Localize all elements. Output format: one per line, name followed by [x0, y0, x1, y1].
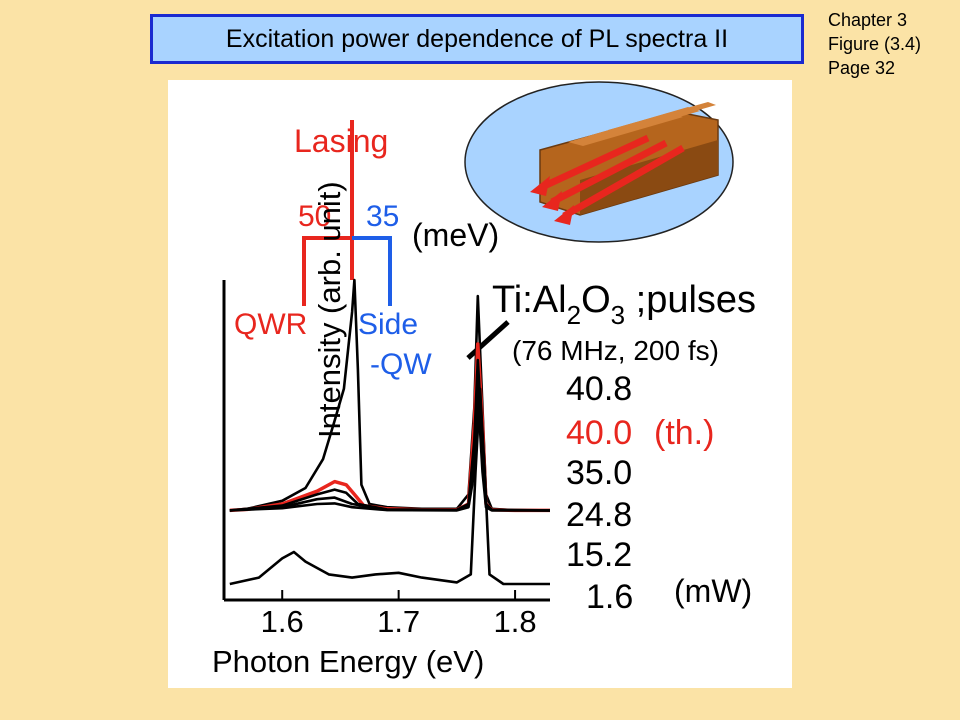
split-unit-label: (meV) — [412, 217, 499, 253]
figure-label: Figure (3.4) — [828, 34, 922, 54]
spectrum-1-6-mw — [229, 387, 550, 586]
laser-arrowhead — [542, 191, 562, 211]
figure-panel: Lasing 50 35 (meV) QWR Side -QW Ti:Al2O3… — [168, 80, 792, 688]
qwr-bracket — [302, 236, 352, 306]
laser-arrowhead — [530, 176, 550, 196]
side-split-value: 35 — [366, 200, 399, 233]
power-label-40-8: 40.8 — [566, 370, 632, 408]
side-qw-label-line2: -QW — [370, 348, 432, 381]
excitation-detail: (76 MHz, 200 fs) — [512, 335, 719, 366]
x-tick-label: 1.6 — [261, 604, 304, 639]
power-label-35-0: 35.0 — [566, 454, 632, 492]
laser-beam-arrows — [530, 134, 685, 225]
spectrum-35-0-mw — [229, 358, 551, 512]
excitation-pointer — [466, 320, 510, 360]
spectrum-15-2-mw — [229, 390, 550, 512]
power-label-24-8: 24.8 — [566, 496, 632, 534]
x-tick-label: 1.7 — [377, 604, 420, 639]
chapter-label: Chapter 3 — [828, 10, 908, 30]
qwr-label: QWR — [234, 308, 307, 341]
slide-title: Excitation power dependence of PL spectr… — [150, 14, 804, 64]
excitation-info: Ti:Al2O3 ;pulses (76 MHz, 200 fs) — [466, 279, 756, 366]
quantum-wire-sample-illustration — [464, 81, 734, 243]
slide-meta: Chapter 3 Figure (3.4) Page 32 — [828, 8, 921, 80]
power-unit-label: (mW) — [674, 573, 752, 609]
excitation-source-label: Ti:Al2O3 ;pulses — [492, 279, 756, 330]
power-label-1-6: 1.6 — [586, 578, 633, 616]
laser-beam — [550, 139, 668, 206]
pl-spectra-figure: Lasing 50 35 (meV) QWR Side -QW Ti:Al2O3… — [212, 81, 756, 679]
side-qw-label-line1: Side — [358, 308, 418, 341]
side-qw-bracket — [352, 236, 392, 306]
lasing-label: Lasing — [294, 123, 388, 159]
plot-axes: 1.6 1.7 1.8 Intensity (arb. unit) Photon E… — [212, 181, 550, 679]
x-axis-label: Photon Energy (eV) — [212, 644, 484, 679]
power-label-40-0: 40.0 — [566, 414, 632, 452]
page-label: Page 32 — [828, 58, 896, 78]
sample-ridge — [608, 102, 716, 134]
power-label-15-2: 15.2 — [566, 536, 632, 574]
threshold-label: (th.) — [654, 414, 714, 452]
laser-beam — [562, 144, 685, 220]
sample-block-side — [580, 140, 718, 215]
x-tick-label: 1.8 — [494, 604, 537, 639]
power-legend: 40.8 40.0 (th.) 35.0 24.8 15.2 1.6 (mW) — [566, 370, 752, 616]
laser-arrowhead — [554, 205, 574, 225]
laser-beam — [538, 134, 650, 192]
qwr-split-value: 50 — [298, 200, 331, 233]
energy-level-diagram: Lasing 50 35 (meV) QWR Side -QW — [234, 120, 499, 381]
spectra-series — [229, 278, 551, 586]
x-ticks: 1.6 1.7 1.8 — [261, 590, 537, 639]
spectrum-24-8-mw — [229, 374, 551, 512]
